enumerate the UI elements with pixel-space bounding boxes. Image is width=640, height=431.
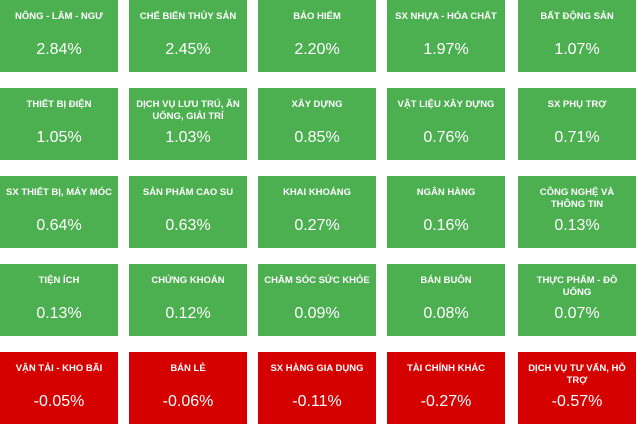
sector-change: 0.76%: [423, 129, 469, 146]
sector-change: 0.64%: [36, 217, 82, 234]
sector-change: 0.09%: [294, 305, 340, 322]
sector-tile: BẤT ĐỘNG SẢN 1.07%: [518, 0, 636, 72]
sector-tile: NÔNG - LÂM - NGƯ 2.84%: [0, 0, 118, 72]
sector-tile: SẢN PHẨM CAO SU 0.63%: [129, 176, 247, 248]
sector-change: 1.07%: [554, 41, 600, 58]
sector-name: XÂY DỰNG: [291, 99, 343, 110]
sector-tile: NGÂN HÀNG 0.16%: [387, 176, 505, 248]
sector-change: 1.05%: [36, 129, 82, 146]
sector-tile: SX HÀNG GIA DỤNG -0.11%: [258, 352, 376, 424]
sector-tile: VẬN TẢI - KHO BÃI -0.05%: [0, 352, 118, 424]
sector-tile: TIỆN ÍCH 0.13%: [0, 264, 118, 336]
sector-change: 2.20%: [294, 41, 340, 58]
sector-name: VẬN TẢI - KHO BÃI: [15, 363, 103, 374]
sector-change: -0.11%: [292, 393, 342, 410]
sector-tile: XÂY DỰNG 0.85%: [258, 88, 376, 160]
sector-tile: SX NHỰA - HÓA CHẤT 1.97%: [387, 0, 505, 72]
sector-change: 1.97%: [423, 41, 469, 58]
sector-tile: CHĂM SÓC SỨC KHỎE 0.09%: [258, 264, 376, 336]
sector-name: DỊCH VỤ TƯ VẤN, HỖ TRỢ: [528, 363, 626, 386]
sector-name: SX THIẾT BỊ, MÁY MÓC: [6, 187, 112, 198]
sector-change: 2.45%: [165, 41, 211, 58]
sector-change: 0.71%: [554, 129, 600, 146]
sector-tile: CHỨNG KHOÁN 0.12%: [129, 264, 247, 336]
sector-change: -0.57%: [551, 393, 603, 410]
sector-name: KHAI KHOÁNG: [282, 187, 352, 198]
sector-change: 0.12%: [165, 305, 211, 322]
sector-change: 0.13%: [554, 217, 600, 234]
sector-name: TIỆN ÍCH: [38, 275, 80, 286]
sector-change: 0.16%: [423, 217, 469, 234]
sector-change: 0.27%: [294, 217, 340, 234]
sector-tile: THỰC PHẨM - ĐỒ UỐNG 0.07%: [518, 264, 636, 336]
sector-name: SX PHỤ TRỢ: [547, 99, 607, 110]
sector-change: -0.06%: [162, 393, 214, 410]
sector-change: 0.07%: [554, 305, 600, 322]
sector-tile: SX PHỤ TRỢ 0.71%: [518, 88, 636, 160]
sector-name: BÁN BUÔN: [420, 275, 472, 286]
sector-name: SX HÀNG GIA DỤNG: [270, 363, 364, 374]
sector-change: -0.05%: [33, 393, 85, 410]
sector-change: 0.63%: [165, 217, 211, 234]
sector-change: 1.03%: [165, 129, 211, 146]
sector-name: THIẾT BỊ ĐIỆN: [26, 99, 92, 110]
sector-tile: BÁN LẺ -0.06%: [129, 352, 247, 424]
sector-tile: VẬT LIỆU XÂY DỰNG 0.76%: [387, 88, 505, 160]
sector-name: NGÂN HÀNG: [416, 187, 476, 198]
sector-name: DỊCH VỤ LƯU TRÚ, ĂN UỐNG, GIẢI TRÍ: [136, 99, 240, 122]
sector-change: -0.27%: [420, 393, 472, 410]
sector-change: 0.08%: [423, 305, 469, 322]
sector-name: SẢN PHẨM CAO SU: [142, 187, 234, 198]
sector-name: NÔNG - LÂM - NGƯ: [14, 11, 104, 22]
sector-change: 0.13%: [36, 305, 82, 322]
sector-tile: SX THIẾT BỊ, MÁY MÓC 0.64%: [0, 176, 118, 248]
sector-name: THỰC PHẨM - ĐỒ UỐNG: [536, 275, 618, 298]
sector-name: CÔNG NGHỆ VÀ THÔNG TIN: [539, 187, 615, 210]
sector-name: VẬT LIỆU XÂY DỰNG: [397, 99, 495, 110]
sector-tile: DỊCH VỤ TƯ VẤN, HỖ TRỢ -0.57%: [518, 352, 636, 424]
sector-tile: TÀI CHÍNH KHÁC -0.27%: [387, 352, 505, 424]
sector-name: BẢO HIỂM: [293, 11, 341, 22]
sector-tile: CHẾ BIẾN THỦY SẢN 2.45%: [129, 0, 247, 72]
sector-name: CHẾ BIẾN THỦY SẢN: [139, 11, 237, 22]
sector-tile: KHAI KHOÁNG 0.27%: [258, 176, 376, 248]
sector-tile: CÔNG NGHỆ VÀ THÔNG TIN 0.13%: [518, 176, 636, 248]
sector-name: TÀI CHÍNH KHÁC: [406, 363, 486, 374]
sector-tile: THIẾT BỊ ĐIỆN 1.05%: [0, 88, 118, 160]
sector-name: BẤT ĐỘNG SẢN: [540, 11, 614, 22]
sector-tile: DỊCH VỤ LƯU TRÚ, ĂN UỐNG, GIẢI TRÍ 1.03%: [129, 88, 247, 160]
sector-name: CHĂM SÓC SỨC KHỎE: [264, 275, 370, 286]
sector-tile: BẢO HIỂM 2.20%: [258, 0, 376, 72]
sector-change: 0.85%: [294, 129, 340, 146]
sector-tile: BÁN BUÔN 0.08%: [387, 264, 505, 336]
sector-name: BÁN LẺ: [170, 363, 206, 374]
sector-change: 2.84%: [36, 41, 82, 58]
sector-name: SX NHỰA - HÓA CHẤT: [395, 11, 497, 22]
sector-name: CHỨNG KHOÁN: [151, 275, 225, 286]
